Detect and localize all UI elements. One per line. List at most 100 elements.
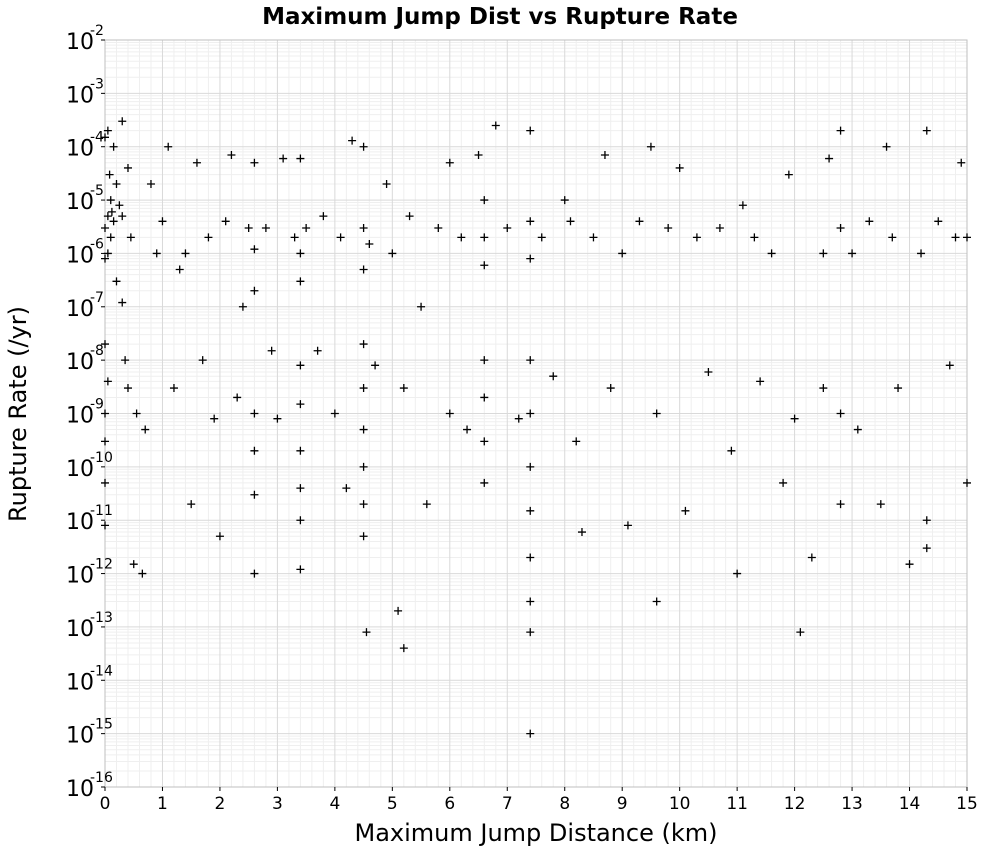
data-point: [566, 217, 575, 226]
data-point: [112, 180, 121, 189]
data-point: [115, 201, 124, 210]
data-point: [819, 384, 828, 393]
data-point: [560, 196, 569, 205]
data-point: [118, 298, 127, 307]
data-point: [537, 233, 546, 242]
data-point: [106, 233, 115, 242]
x-tick-label: 8: [559, 794, 570, 814]
data-point: [101, 340, 109, 349]
data-point: [635, 217, 644, 226]
data-point: [101, 254, 109, 263]
data-point: [215, 532, 224, 541]
data-point: [348, 136, 357, 145]
data-point: [922, 126, 931, 135]
data-point: [359, 500, 368, 509]
data-point: [807, 553, 816, 562]
data-point: [963, 233, 971, 242]
data-point: [152, 249, 161, 258]
data-point: [250, 569, 259, 578]
data-point: [480, 261, 489, 270]
data-point: [371, 361, 380, 370]
data-point: [836, 500, 845, 509]
data-point: [480, 196, 489, 205]
data-point: [917, 249, 926, 258]
y-tick-label: 10: [66, 724, 94, 749]
data-point: [848, 249, 857, 258]
data-point: [480, 233, 489, 242]
data-point: [600, 150, 609, 159]
y-tick-label: 10: [66, 510, 94, 535]
data-point: [865, 217, 874, 226]
data-point: [123, 384, 132, 393]
y-tick-label: 10: [66, 190, 94, 215]
data-point: [101, 223, 109, 232]
data-point: [169, 384, 178, 393]
data-point: [836, 223, 845, 232]
data-point: [313, 346, 322, 355]
data-point: [704, 367, 713, 376]
data-point: [894, 384, 903, 393]
data-point: [296, 516, 305, 525]
y-tick-exponent: -5: [90, 183, 104, 199]
data-point: [750, 233, 759, 242]
data-point: [526, 356, 535, 365]
data-point: [261, 223, 270, 232]
data-point: [233, 393, 242, 402]
data-point: [405, 212, 414, 221]
data-point: [359, 384, 368, 393]
data-point: [445, 158, 454, 167]
data-point: [652, 597, 661, 606]
x-tick-label: 6: [444, 794, 455, 814]
data-point: [103, 126, 112, 135]
y-tick-exponent: -12: [90, 557, 113, 573]
y-tick-label: 10: [66, 670, 94, 695]
data-point: [296, 154, 305, 163]
data-point: [296, 446, 305, 455]
data-point: [399, 384, 408, 393]
chart-title: Maximum Jump Dist vs Rupture Rate: [262, 4, 738, 30]
y-tick-label: 10: [66, 30, 94, 55]
x-tick-label: 5: [387, 794, 398, 814]
y-tick-exponent: -16: [90, 770, 113, 786]
data-point: [422, 500, 431, 509]
y-tick-exponent: -6: [90, 236, 104, 252]
data-point: [503, 223, 512, 232]
data-point: [103, 249, 112, 258]
data-point: [388, 249, 397, 258]
data-point: [480, 393, 489, 402]
data-point: [175, 265, 184, 274]
data-point: [109, 142, 118, 151]
data-point: [876, 500, 885, 509]
data-point: [572, 437, 581, 446]
data-point: [767, 249, 776, 258]
data-point: [445, 409, 454, 418]
y-tick-exponent: -8: [90, 343, 104, 359]
y-tick-label: 10: [66, 243, 94, 268]
y-tick-label: 10: [66, 297, 94, 322]
y-tick-exponent: -4: [90, 130, 104, 146]
y-tick-exponent: -2: [90, 23, 104, 39]
x-tick-label: 13: [841, 794, 863, 814]
data-point: [192, 158, 201, 167]
x-tick-label: 10: [669, 794, 691, 814]
data-point: [279, 154, 288, 163]
data-point: [549, 372, 558, 381]
data-point: [204, 233, 213, 242]
y-tick-label: 10: [66, 83, 94, 108]
data-point: [187, 500, 196, 509]
data-point: [474, 150, 483, 159]
data-point: [250, 446, 259, 455]
data-point: [457, 233, 466, 242]
data-point: [480, 478, 489, 487]
y-tick-exponent: -13: [90, 610, 113, 626]
data-point: [463, 425, 472, 434]
data-point: [382, 180, 391, 189]
data-point: [526, 462, 535, 471]
y-tick-label: 10: [66, 564, 94, 589]
x-tick-label: 0: [100, 794, 111, 814]
data-point: [296, 484, 305, 493]
data-point: [836, 126, 845, 135]
data-point: [526, 409, 535, 418]
data-point: [526, 506, 535, 515]
